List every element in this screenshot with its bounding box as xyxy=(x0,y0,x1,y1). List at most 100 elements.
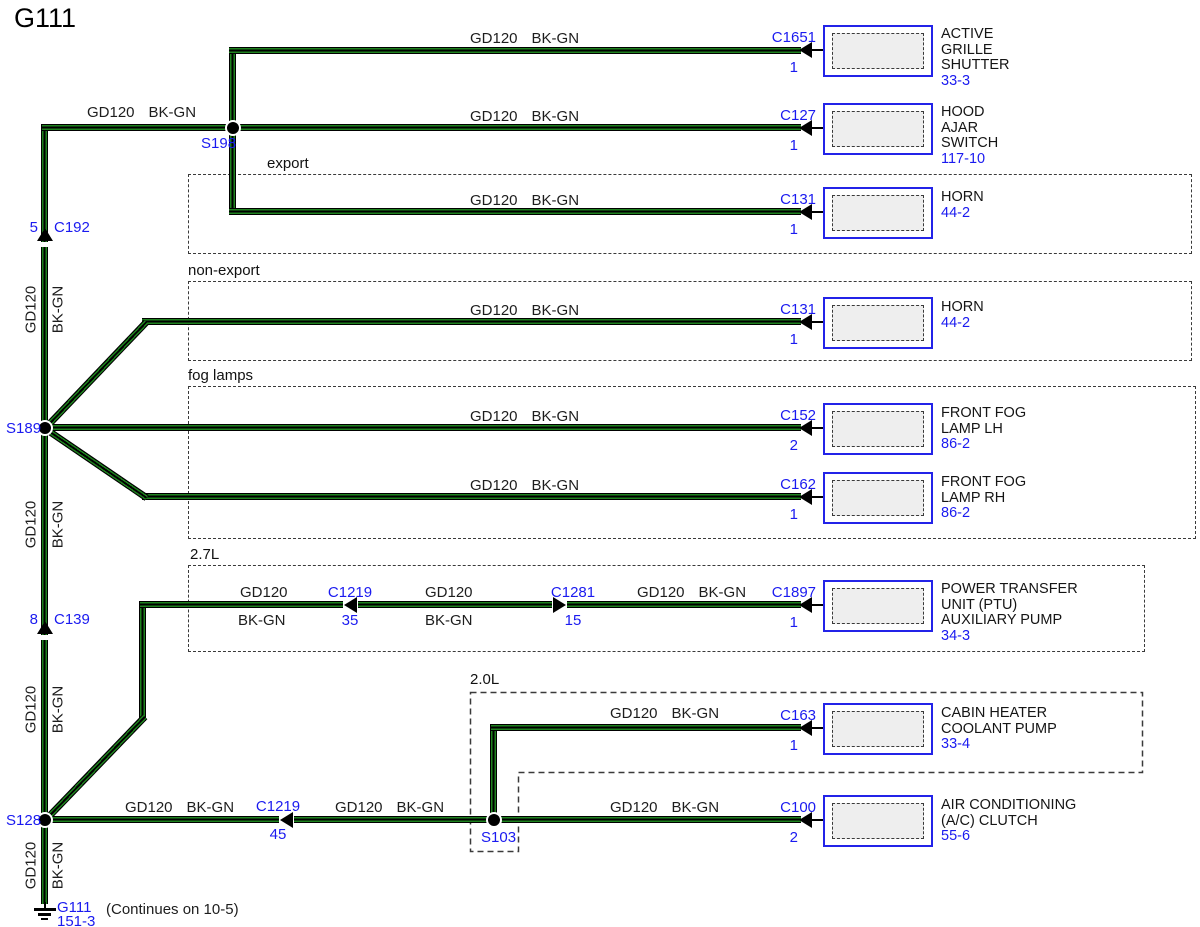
wire-circuit: GD120 xyxy=(470,477,518,494)
wire-color-vertical: BK-GN xyxy=(49,685,67,734)
region-fog-lamps-label: fog lamps xyxy=(188,367,254,384)
component-box xyxy=(823,403,933,455)
connector-c1219-35-label: C1219 xyxy=(327,584,373,601)
connector-c1219-35-arrow-icon xyxy=(344,597,357,613)
wire-color-vertical: BK-GN xyxy=(49,500,67,549)
wire-ptu-riser xyxy=(139,601,146,721)
component-name-text: AIR CONDITIONING (A/C) CLUTCH xyxy=(941,797,1077,829)
connector-c192-pin: 5 xyxy=(29,219,38,236)
wire-color: BK-GN xyxy=(425,612,473,629)
wire-circuit: GD120 xyxy=(610,705,658,722)
wire-color-text: BK-GN xyxy=(238,612,286,629)
wire-circuit: GD120 xyxy=(240,584,288,601)
component-page-ref: 33-4 xyxy=(941,736,971,752)
component-arrow-icon xyxy=(799,597,812,613)
splice-s189-label: S189 xyxy=(6,420,42,437)
wire-circuit: GD120 xyxy=(425,584,473,601)
wire-color: BK-GN xyxy=(531,108,580,125)
component-name-text: POWER TRANSFER UNIT (PTU) AUXILIARY PUMP xyxy=(941,581,1078,628)
component-page-ref: 34-3 xyxy=(941,627,971,644)
region-non-export-label: non-export xyxy=(188,262,260,279)
wire-color-text: BK-GN xyxy=(425,612,473,629)
wire-color-vertical: BK-GN xyxy=(49,841,67,890)
page-title: G111 xyxy=(14,3,77,33)
wire-circuit: GD120 xyxy=(470,30,518,47)
connector-c1281-15-arrow-icon xyxy=(553,597,566,613)
wire-circuit: GD120 xyxy=(470,302,518,319)
component-inner-box xyxy=(832,111,924,147)
wire-horn-non-export-row xyxy=(142,318,801,325)
wire-color: BK-GN xyxy=(186,799,235,816)
wire-label: GD120 BK-GN xyxy=(610,705,719,722)
wire-label: GD120 BK-GN xyxy=(470,192,579,209)
splice-s198-label: S198 xyxy=(201,135,237,152)
component-page-ref: 33-3 xyxy=(941,72,971,89)
connector-c192-gap xyxy=(41,242,48,247)
component-inner-box xyxy=(832,195,924,231)
component-name: FRONT FOG LAMP LH 86-2 xyxy=(941,405,1027,453)
component-arrow-icon xyxy=(799,812,812,828)
component-pin-label: 1 xyxy=(789,506,798,523)
component-name-text: FRONT FOG LAMP LH xyxy=(941,405,1027,437)
wire-label: GD120 BK-GN xyxy=(87,104,196,121)
component-inner-box xyxy=(832,33,924,69)
wire-cabin-riser xyxy=(490,724,497,823)
connector-c1219-45-label: C1219 xyxy=(255,798,301,815)
wire-label: GD120 BK-GN xyxy=(470,408,579,425)
wire-label: GD120 BK-GN xyxy=(335,799,444,816)
wire-ac-seg1 xyxy=(42,816,279,823)
component-arrow-icon xyxy=(799,720,812,736)
wire-color: BK-GN xyxy=(531,302,580,319)
component-name-text: FRONT FOG LAMP RH xyxy=(941,474,1027,506)
splice-s198-dot xyxy=(225,120,241,136)
component-name-text: ACTIVE GRILLE SHUTTER xyxy=(941,26,1010,73)
wire-main-trunk xyxy=(41,124,48,904)
wire-circuit-vertical: GD120 xyxy=(22,841,40,890)
ground-page-ref: 151-3 xyxy=(57,913,96,927)
component-pin-label: 1 xyxy=(789,137,798,154)
ground-name-label: G111 xyxy=(57,899,92,916)
connector-c139-label: C139 xyxy=(54,611,90,628)
component-box xyxy=(823,795,933,847)
wire-circuit: GD120 xyxy=(125,799,173,816)
component-inner-box xyxy=(832,480,924,516)
wire-circuit-text: GD120 xyxy=(240,584,288,601)
component-connector-label: C100 xyxy=(780,799,816,816)
wire-grille-shutter-row xyxy=(229,47,801,54)
connector-c192-arrow-icon xyxy=(37,228,53,241)
ground-continuation-note: (Continues on 10-5) xyxy=(106,901,239,918)
connector-c1219-45-pin: 45 xyxy=(269,826,287,843)
wire-ptu-seg3 xyxy=(567,601,801,608)
component-box xyxy=(823,580,933,632)
component-connector-label: C1897 xyxy=(771,584,816,601)
wire-color-vertical: BK-GN xyxy=(49,285,67,334)
component-arrow-icon xyxy=(799,204,812,220)
wire-label: GD120 BK-GN xyxy=(125,799,234,816)
component-arrow-icon xyxy=(799,314,812,330)
component-connector-label: C1651 xyxy=(771,29,816,46)
wire-horn-export-row xyxy=(229,208,801,215)
wire-label: GD120 BK-GN xyxy=(637,584,746,601)
wire-color: BK-GN xyxy=(531,477,580,494)
component-pin-label: 2 xyxy=(789,829,798,846)
component-name: HOOD AJAR SWITCH 117-10 xyxy=(941,104,999,167)
component-inner-box xyxy=(832,803,924,839)
component-name-text: HORN xyxy=(941,189,984,205)
component-box xyxy=(823,103,933,155)
component-inner-box xyxy=(832,711,924,747)
component-pin-label: 1 xyxy=(789,331,798,348)
connector-c192-label: C192 xyxy=(54,219,90,236)
connector-c139-gap xyxy=(41,635,48,640)
component-inner-box xyxy=(832,411,924,447)
wire-label: GD120 BK-GN xyxy=(610,799,719,816)
component-name-text: HOOD AJAR SWITCH xyxy=(941,104,999,151)
wire-color: BK-GN xyxy=(238,612,286,629)
wire-color: BK-GN xyxy=(671,799,720,816)
wire-ac-seg2 xyxy=(294,816,801,823)
wire-circuit: GD120 xyxy=(470,408,518,425)
splice-s128-dot xyxy=(37,812,53,828)
component-connector-label: C162 xyxy=(780,476,816,493)
component-connector-label: C152 xyxy=(780,407,816,424)
wire-cabin-row xyxy=(491,724,801,731)
